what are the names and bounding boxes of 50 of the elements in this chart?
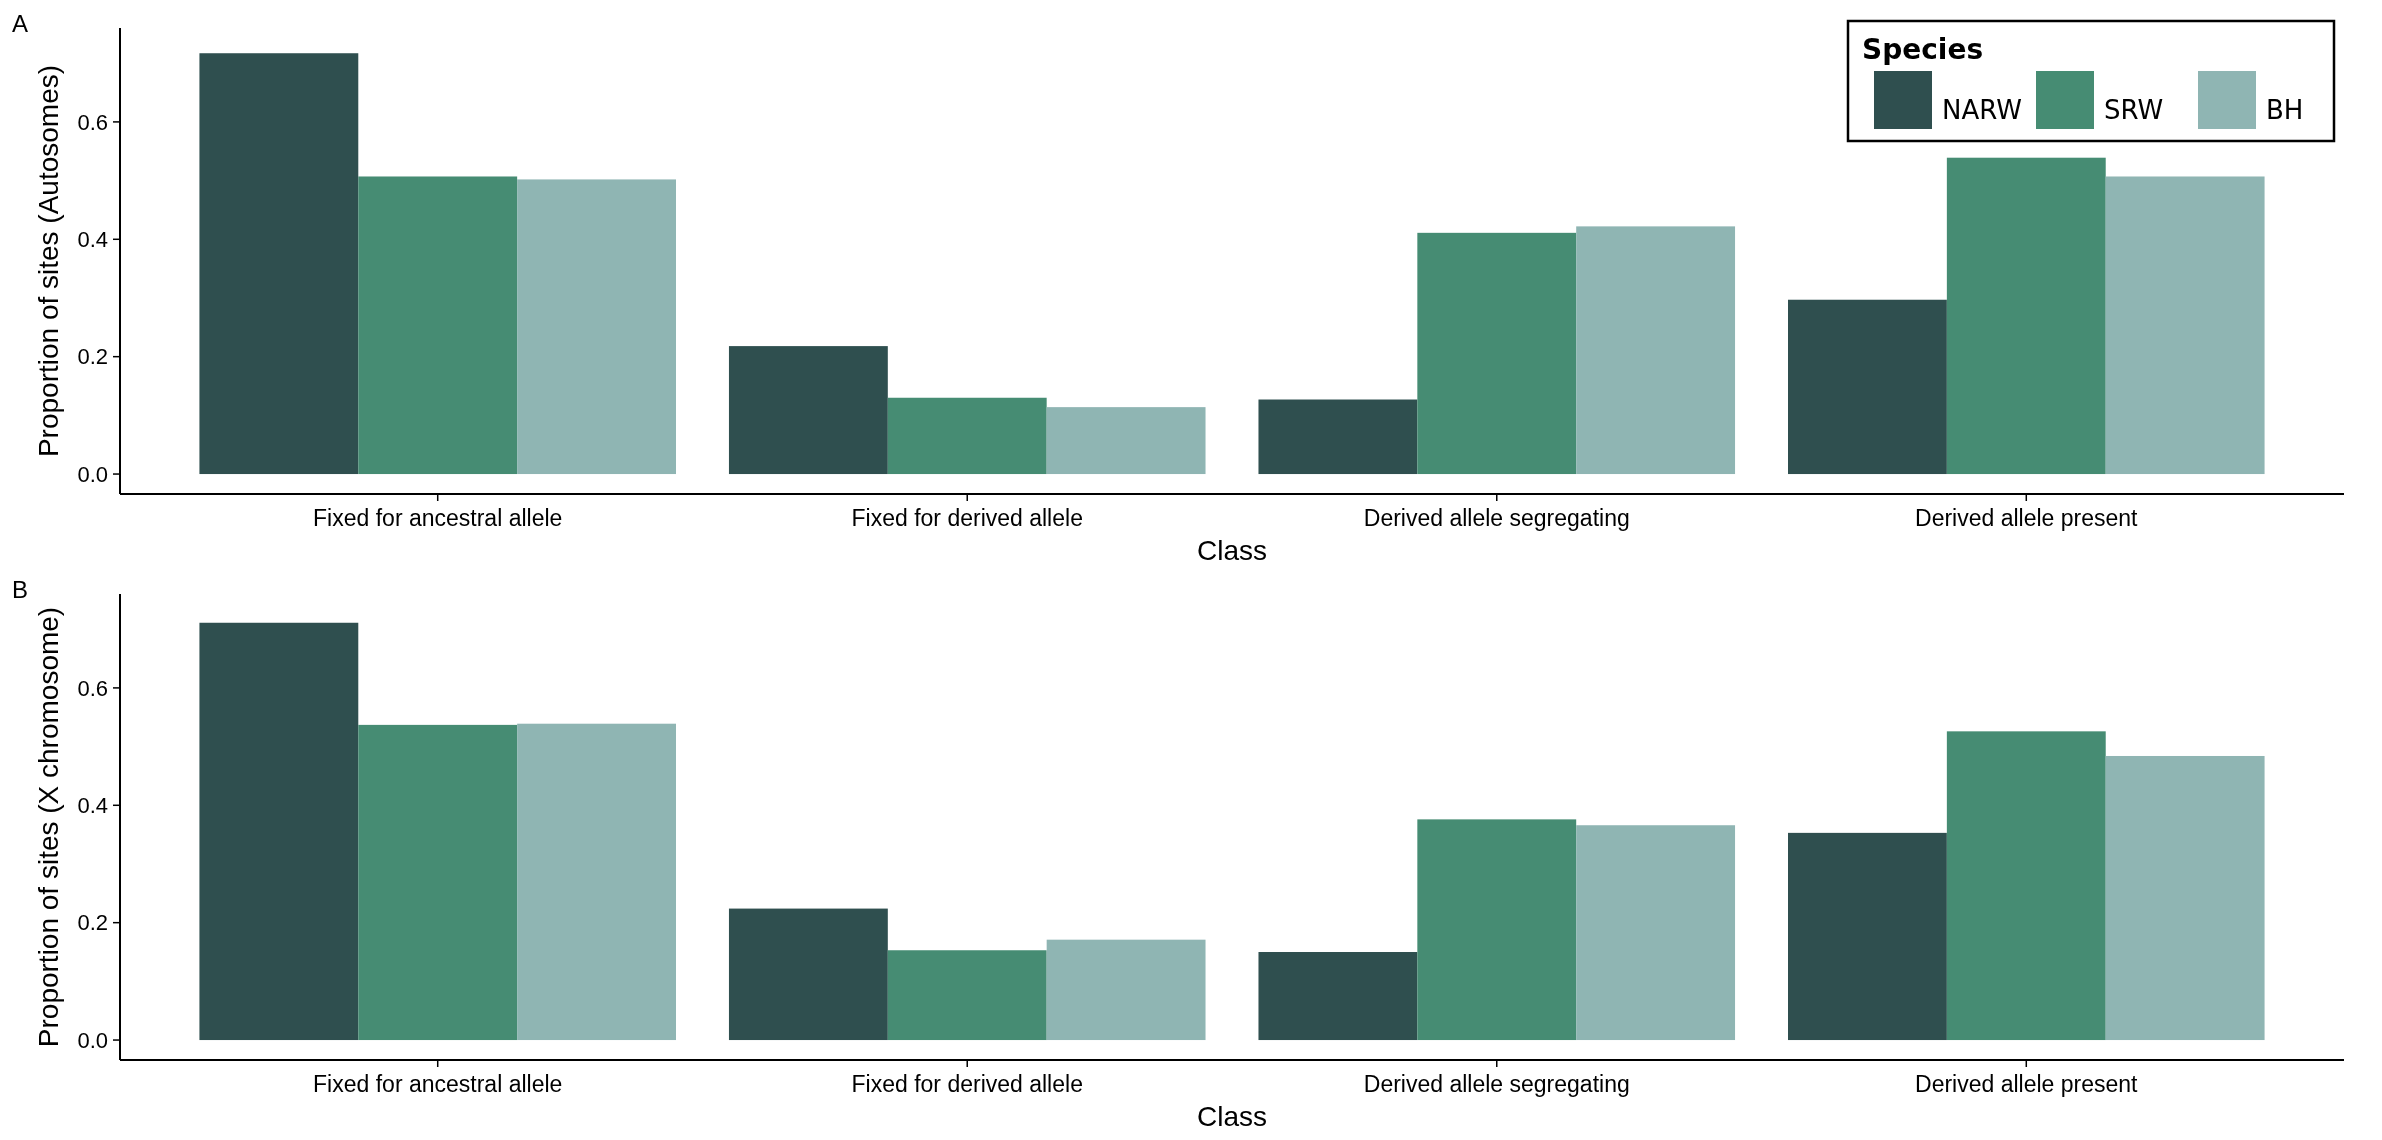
bar (2105, 176, 2265, 475)
bar (887, 397, 1047, 475)
y-axis-title: Proportion of sites (X chromosome) (33, 606, 64, 1048)
bar (1576, 825, 1736, 1041)
legend-label: SRW (2104, 95, 2164, 125)
chart-title: A (12, 10, 29, 37)
bar (517, 723, 676, 1041)
y-tick-label: 0.0 (77, 461, 108, 487)
bar (1576, 226, 1736, 475)
bar (1258, 399, 1418, 475)
x-tick-label: Derived allele present (1915, 1071, 2139, 1097)
x-tick-label: Fixed for derived allele (851, 1071, 1083, 1097)
legend-title: Species (1862, 33, 1984, 66)
x-tick-label: Fixed for derived allele (851, 505, 1083, 531)
bar (728, 908, 888, 1041)
bar (358, 176, 518, 475)
x-tick-label: Fixed for ancestral allele (313, 505, 563, 531)
bar (199, 622, 359, 1041)
y-tick-label: 0.4 (77, 792, 108, 818)
x-axis-title: Class (1196, 535, 1268, 566)
x-axis-title: Class (1196, 1101, 1268, 1132)
bar (2105, 755, 2265, 1041)
bar (1417, 232, 1577, 475)
y-axis-title: Proportion of sites (Autosomes) (33, 64, 64, 458)
y-tick-label: 0.4 (77, 226, 108, 252)
legend-label: NARW (1942, 95, 2022, 125)
bar (517, 179, 676, 475)
y-tick-label: 0.2 (77, 910, 108, 936)
x-tick-label: Derived allele present (1915, 505, 2139, 531)
bar (1046, 407, 1206, 475)
y-tick-label: 0.6 (77, 109, 108, 135)
bar (199, 53, 359, 475)
bar (1788, 832, 1947, 1041)
bar (1417, 819, 1577, 1041)
x-tick-label: Derived allele segregating (1363, 1071, 1630, 1097)
x-tick-label: Fixed for ancestral allele (313, 1071, 563, 1097)
bar (358, 724, 518, 1041)
bar (1258, 952, 1418, 1041)
bar (1946, 157, 2106, 475)
bar (1788, 299, 1947, 475)
bar (1046, 939, 1206, 1041)
bar (1946, 731, 2106, 1041)
x-tick-label: Derived allele segregating (1363, 505, 1630, 531)
chart-title: B (12, 576, 29, 603)
y-tick-label: 0.6 (77, 675, 108, 701)
legend-label: BH (2266, 95, 2304, 125)
y-tick-label: 0.0 (77, 1027, 108, 1053)
bar (728, 346, 888, 475)
y-tick-label: 0.2 (77, 344, 108, 370)
bar (887, 950, 1047, 1041)
